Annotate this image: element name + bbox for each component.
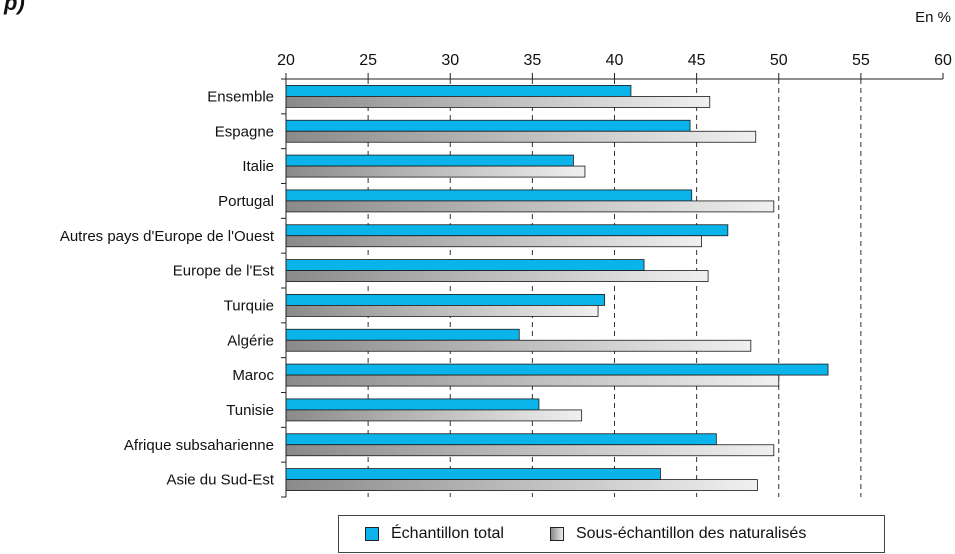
bar-naturalises <box>285 130 757 143</box>
x-tick-label: 30 <box>441 52 459 69</box>
bar-total <box>285 468 661 480</box>
bar-total <box>285 398 540 411</box>
legend: Échantillon total Sous-échantillon des n… <box>338 515 885 553</box>
x-tick-label: 20 <box>277 52 295 69</box>
bar-naturalises <box>285 165 586 178</box>
bar-total <box>285 363 829 376</box>
category-label: Tunisie <box>226 402 274 419</box>
bar-naturalises <box>285 409 583 422</box>
bar-naturalises <box>285 339 752 352</box>
legend-label-total: Échantillon total <box>391 525 504 542</box>
category-label: Maroc <box>232 367 274 384</box>
legend-item-total: Échantillon total <box>365 525 504 543</box>
category-label: Afrique subsaharienne <box>124 437 274 454</box>
x-tick-label: 35 <box>523 52 541 69</box>
category-label: Espagne <box>215 123 274 140</box>
bar-total <box>285 224 729 237</box>
category-label: Autres pays d'Europe de l'Ouest <box>60 228 275 245</box>
bar-naturalises <box>285 96 711 108</box>
category-label: Asie du Sud-Est <box>166 472 274 489</box>
bar-total <box>285 433 717 446</box>
x-tick-label: 25 <box>359 52 377 69</box>
category-label: Ensemble <box>207 88 274 105</box>
bar-naturalises <box>285 305 599 317</box>
bar-total <box>285 154 574 167</box>
category-label: Europe de l'Est <box>173 263 275 280</box>
bar-total <box>285 259 645 271</box>
bar-total <box>285 119 691 132</box>
bar-naturalises <box>285 270 709 282</box>
category-label: Turquie <box>224 297 274 314</box>
bar-total <box>285 189 693 202</box>
tick-labels: 20 25 30 35 40 45 50 55 60 <box>277 52 952 69</box>
bar-naturalises <box>285 444 775 457</box>
bar-total <box>285 85 632 97</box>
legend-swatch-total <box>365 527 379 541</box>
legend-item-naturalises: Sous-échantillon des naturalisés <box>549 525 807 543</box>
x-tick-label: 50 <box>770 52 788 69</box>
category-label: Italie <box>242 158 274 175</box>
x-tick-label: 45 <box>688 52 706 69</box>
x-tick-label: 40 <box>606 52 624 69</box>
bar-naturalises <box>285 235 702 248</box>
category-labels: Ensemble Espagne Italie Portugal Autres pays… <box>60 88 275 488</box>
x-tick-label: 60 <box>934 52 952 69</box>
category-label: Algérie <box>227 332 274 349</box>
legend-label-naturalises: Sous-échantillon des naturalisés <box>575 525 807 542</box>
bar-naturalises <box>285 479 758 491</box>
cut-mark: p) <box>4 0 25 15</box>
bar-total <box>285 328 520 341</box>
unit-label: En % <box>915 9 951 26</box>
x-tick-label: 55 <box>852 52 870 69</box>
bar-naturalises <box>285 200 775 213</box>
axes <box>281 73 944 498</box>
category-label: Portugal <box>218 193 274 210</box>
bar-total <box>285 294 606 306</box>
bar-naturalises <box>285 374 780 387</box>
legend-swatch-naturalises <box>549 527 564 541</box>
bars <box>285 85 829 491</box>
grid-lines <box>367 79 862 497</box>
